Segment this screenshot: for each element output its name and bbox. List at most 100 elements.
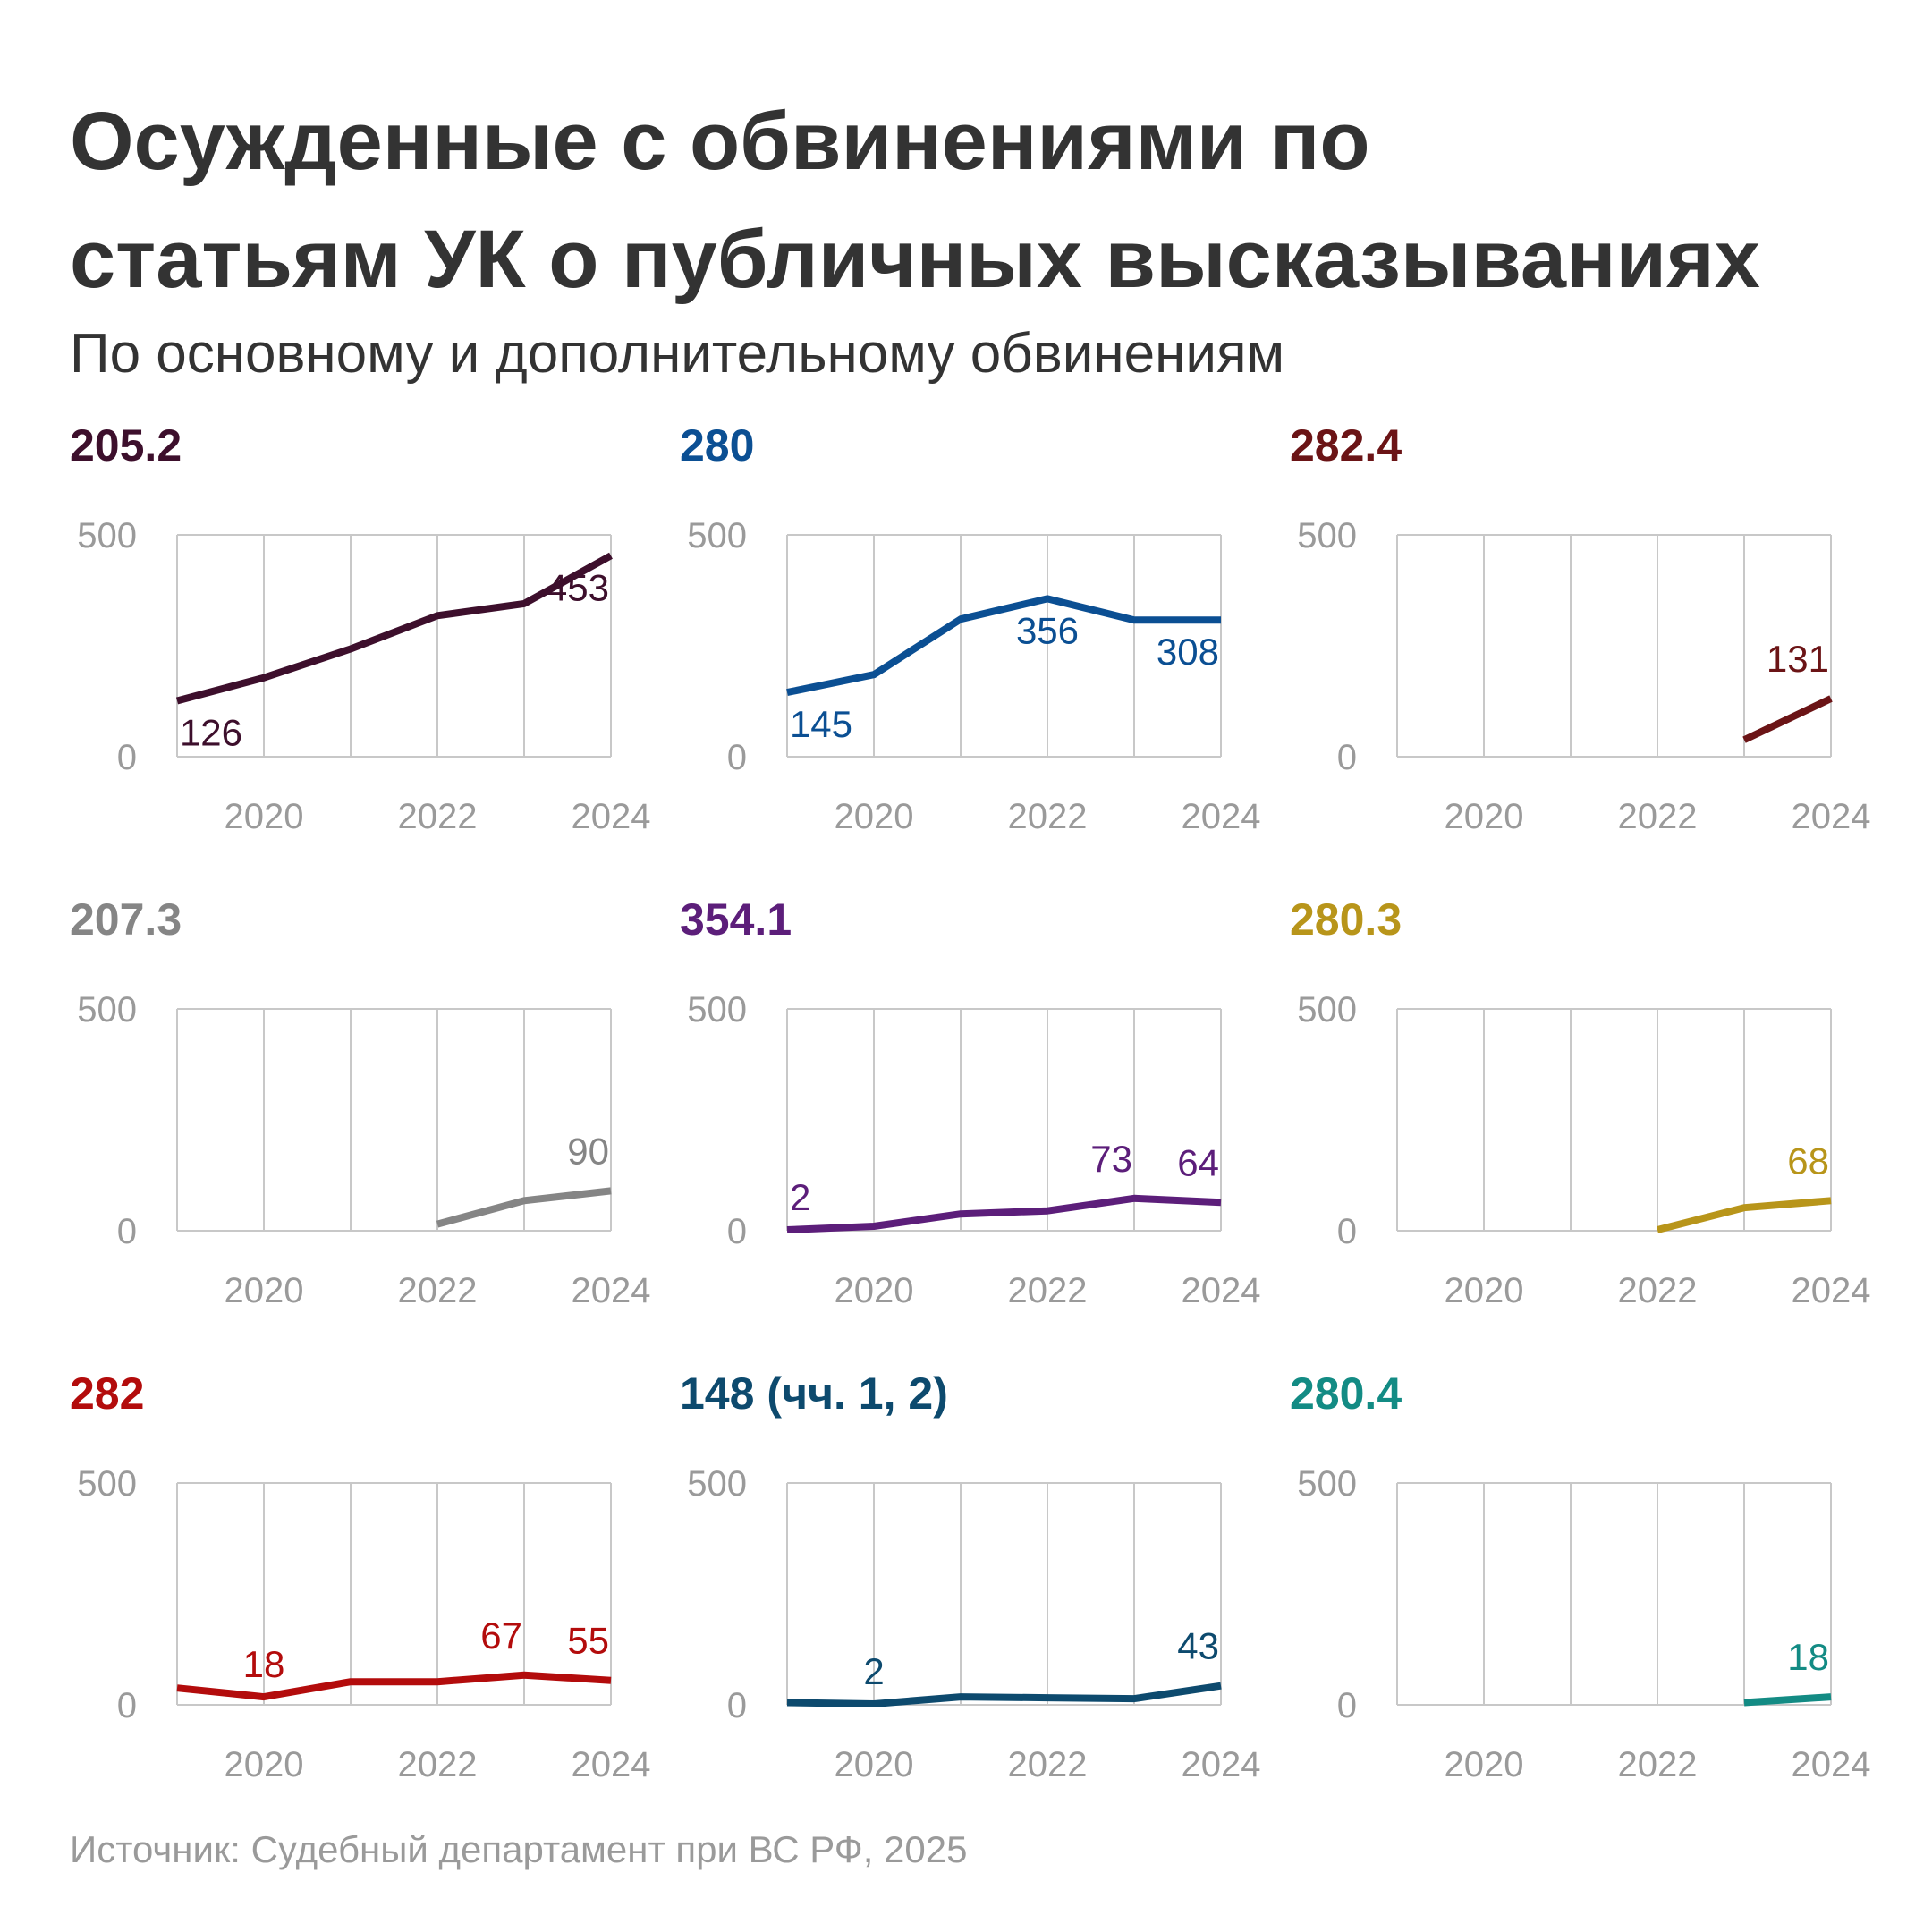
data-label: 453 — [547, 566, 609, 608]
x-tick-label: 2020 — [225, 1745, 304, 1784]
panel-title: 280 — [680, 420, 755, 470]
y-tick-label: 500 — [77, 1464, 137, 1504]
x-tick-label: 2022 — [1618, 1745, 1698, 1784]
line-chart: 500 0 2020 2022 2024 126 453 — [77, 516, 651, 836]
panel-title: 282.4 — [1290, 420, 1402, 470]
y-tick-label: 0 — [1337, 1212, 1357, 1251]
line-chart: 500 0 2020 2022 2024 90 — [77, 990, 651, 1310]
x-tick-label: 2022 — [398, 1745, 478, 1784]
chart-panel: 148 (чч. 1, 2) 500 0 2020 2022 2024 2 43 — [680, 1368, 1288, 1814]
x-tick-label: 2024 — [1792, 1745, 1871, 1784]
y-tick-label: 500 — [687, 1464, 747, 1504]
chart-panel: 282.4 500 0 2020 2022 2024 131 — [1290, 420, 1898, 866]
x-tick-label: 2024 — [572, 1745, 651, 1784]
y-tick-label: 500 — [77, 516, 137, 555]
x-tick-label: 2022 — [1008, 797, 1088, 836]
x-tick-label: 2024 — [1792, 1271, 1871, 1310]
data-label: 73 — [1090, 1138, 1132, 1180]
x-tick-label: 2020 — [225, 797, 304, 836]
panel-title: 282 — [70, 1368, 145, 1419]
x-tick-label: 2022 — [1618, 1271, 1698, 1310]
series-line — [786, 1682, 1222, 1707]
data-label: 308 — [1157, 631, 1219, 673]
x-tick-label: 2024 — [572, 1271, 651, 1310]
x-tick-label: 2020 — [835, 1271, 914, 1310]
panel-title: 148 (чч. 1, 2) — [680, 1368, 948, 1419]
y-tick-label: 500 — [1297, 1464, 1357, 1504]
data-label: 67 — [480, 1614, 522, 1657]
chart-title-line-1: Осужденные с обвинениями по — [70, 96, 1370, 187]
source-note: Источник: Судебный департамент при ВС РФ… — [70, 1828, 968, 1870]
data-label: 18 — [243, 1643, 285, 1685]
y-tick-label: 500 — [1297, 990, 1357, 1030]
series-line — [1657, 1197, 1832, 1233]
x-tick-label: 2022 — [398, 797, 478, 836]
chart-panel: 354.1 500 0 2020 2022 2024 2 73 64 — [680, 894, 1288, 1340]
y-tick-label: 500 — [77, 990, 137, 1030]
line-chart: 500 0 2020 2022 2024 18 67 55 — [77, 1464, 651, 1784]
x-tick-label: 2024 — [1182, 797, 1261, 836]
y-tick-label: 0 — [117, 1212, 137, 1251]
panel-title: 207.3 — [70, 894, 182, 945]
y-tick-label: 500 — [687, 516, 747, 555]
x-tick-label: 2020 — [1445, 1745, 1524, 1784]
series-line — [786, 595, 1221, 697]
series-line — [436, 1187, 612, 1228]
data-label: 126 — [180, 712, 242, 754]
x-tick-label: 2022 — [1008, 1271, 1088, 1310]
data-label: 131 — [1767, 638, 1829, 680]
y-tick-label: 0 — [727, 738, 747, 777]
y-tick-label: 0 — [727, 1686, 747, 1725]
series-line — [1742, 695, 1833, 743]
x-tick-label: 2022 — [398, 1271, 478, 1310]
chart-subtitle: По основному и дополнительному обвинения… — [70, 323, 1285, 385]
y-tick-label: 500 — [687, 990, 747, 1030]
data-label: 2 — [863, 1650, 884, 1692]
series-line — [786, 1194, 1222, 1233]
series-line — [176, 1671, 612, 1701]
y-tick-label: 0 — [117, 738, 137, 777]
data-label: 145 — [790, 703, 852, 745]
data-label: 356 — [1016, 609, 1079, 651]
x-tick-label: 2022 — [1618, 797, 1698, 836]
chart-title-line-2: статьям УК о публичных высказываниях — [70, 214, 1760, 305]
line-chart: 500 0 2020 2022 2024 145 356 308 — [687, 516, 1261, 836]
x-tick-label: 2022 — [1008, 1745, 1088, 1784]
chart-panel: 280.3 500 0 2020 2022 2024 68 — [1290, 894, 1898, 1340]
chart-panel: 280.4 500 0 2020 2022 2024 18 — [1290, 1368, 1898, 1814]
chart-panel: 280 500 0 2020 2022 2024 145 356 308 — [680, 420, 1288, 866]
x-tick-label: 2020 — [835, 1745, 914, 1784]
x-tick-label: 2020 — [835, 797, 914, 836]
y-tick-label: 0 — [1337, 738, 1357, 777]
series-line — [175, 552, 613, 705]
panel-title: 280.4 — [1290, 1368, 1402, 1419]
data-label: 18 — [1787, 1636, 1829, 1678]
series-line — [1743, 1693, 1832, 1707]
y-tick-label: 0 — [1337, 1686, 1357, 1725]
y-tick-label: 0 — [117, 1686, 137, 1725]
x-tick-label: 2020 — [225, 1271, 304, 1310]
line-chart: 500 0 2020 2022 2024 2 73 64 — [687, 990, 1260, 1310]
data-label: 64 — [1177, 1141, 1219, 1183]
data-label: 2 — [790, 1176, 810, 1218]
y-tick-label: 500 — [1297, 516, 1357, 555]
line-chart: 500 0 2020 2022 2024 2 43 — [687, 1464, 1261, 1784]
panel-title: 205.2 — [70, 420, 182, 470]
chart-panel: 207.3 500 0 2020 2022 2024 90 — [70, 894, 678, 1340]
panel-title: 354.1 — [680, 894, 792, 945]
data-label: 55 — [567, 1620, 609, 1662]
line-chart: 500 0 2020 2022 2024 68 — [1297, 990, 1871, 1310]
data-label: 43 — [1177, 1625, 1219, 1667]
x-tick-label: 2020 — [1445, 1271, 1524, 1310]
x-tick-label: 2024 — [572, 797, 651, 836]
data-label: 90 — [567, 1130, 609, 1172]
chart-panel: 205.2 500 0 2020 2022 2024 126 453 — [70, 420, 678, 866]
x-tick-label: 2024 — [1182, 1745, 1261, 1784]
y-tick-label: 0 — [727, 1212, 747, 1251]
x-tick-label: 2020 — [1445, 797, 1524, 836]
panel-title: 280.3 — [1290, 894, 1402, 945]
x-tick-label: 2024 — [1792, 797, 1871, 836]
line-chart: 500 0 2020 2022 2024 18 — [1297, 1464, 1871, 1784]
chart-title: Осужденные с обвинениями по статьям УК о… — [70, 82, 1894, 318]
